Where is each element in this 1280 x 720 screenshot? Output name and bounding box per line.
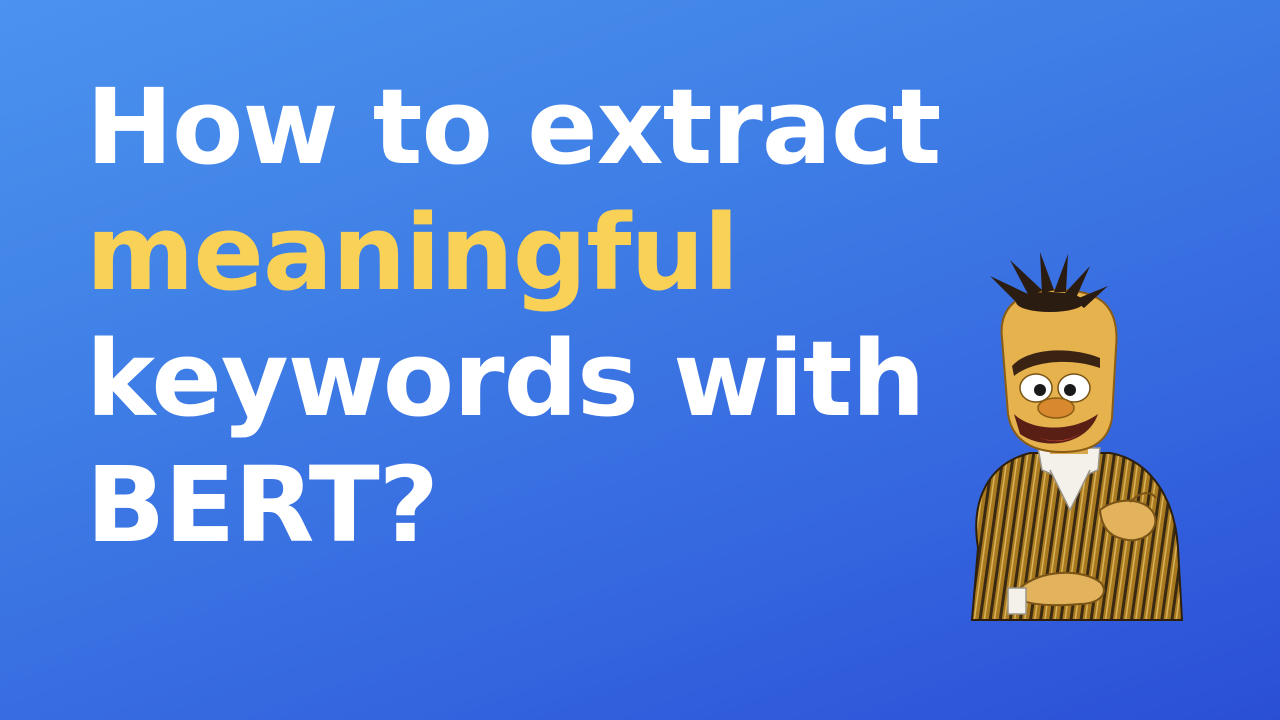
hand-upper xyxy=(1098,499,1157,542)
headline-line-3: keywords with xyxy=(86,318,926,440)
muppet-illustration xyxy=(970,252,1184,621)
mouth xyxy=(1014,414,1098,444)
eyes-icon xyxy=(1019,373,1091,403)
nose xyxy=(1037,397,1075,419)
headline-line-1: How to extract xyxy=(86,66,941,188)
hair-icon xyxy=(990,252,1108,312)
unibrow xyxy=(1012,350,1100,376)
headline: How to extract meaningful keywords with … xyxy=(86,64,941,568)
headline-highlight-word: meaningful xyxy=(86,192,739,314)
hand-lower xyxy=(1019,571,1105,607)
headline-line-4: BERT? xyxy=(86,444,439,566)
sweater xyxy=(970,452,1184,621)
